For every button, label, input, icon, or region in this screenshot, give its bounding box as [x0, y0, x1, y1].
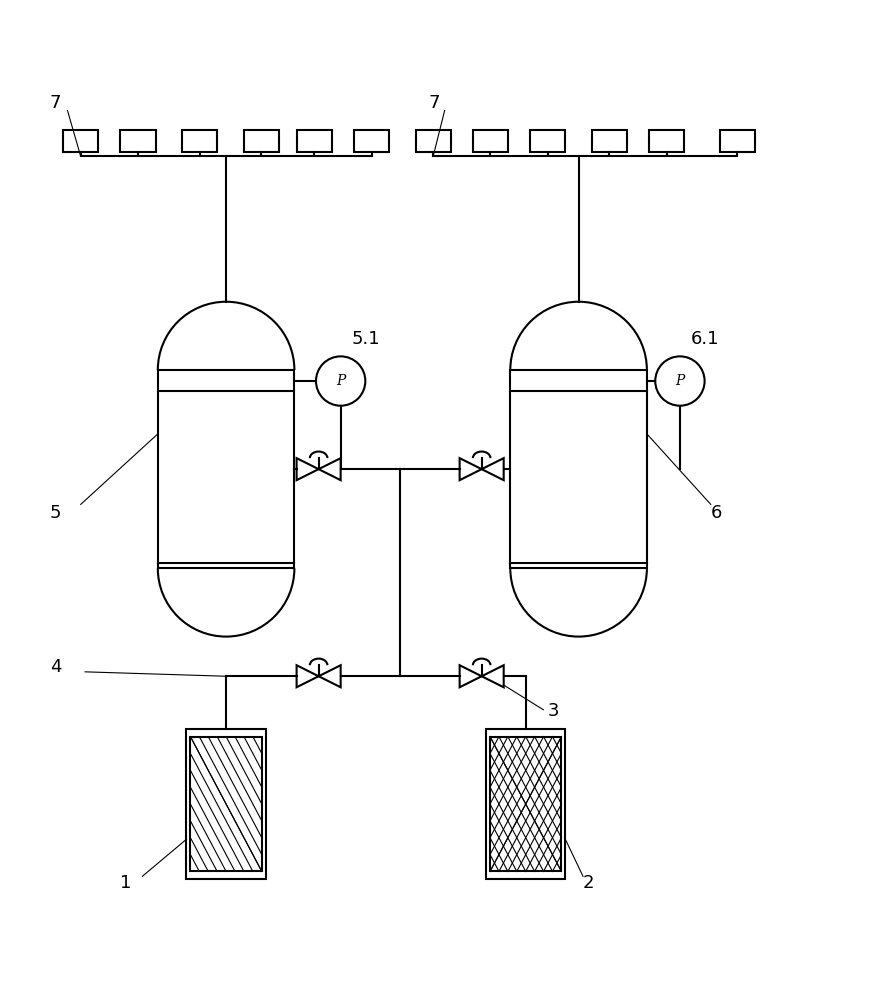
Bar: [354, 130, 389, 152]
Bar: [510, 370, 647, 568]
Text: 3: 3: [548, 702, 560, 720]
Text: P: P: [336, 374, 346, 388]
Bar: [297, 130, 332, 152]
Text: 1: 1: [120, 874, 132, 892]
Bar: [415, 130, 451, 152]
Text: 4: 4: [50, 658, 61, 676]
Text: P: P: [675, 374, 684, 388]
Bar: [591, 130, 627, 152]
Text: 7: 7: [50, 94, 61, 112]
Text: 2: 2: [583, 874, 595, 892]
Bar: [649, 130, 684, 152]
Text: 7: 7: [429, 94, 440, 112]
Bar: [158, 370, 294, 568]
Bar: [720, 130, 755, 152]
Text: 6: 6: [711, 504, 722, 522]
Text: 5.1: 5.1: [351, 330, 380, 348]
Bar: [120, 130, 156, 152]
Bar: [486, 729, 566, 879]
Bar: [190, 737, 262, 871]
Bar: [63, 130, 98, 152]
Bar: [187, 729, 266, 879]
Text: 5: 5: [50, 504, 61, 522]
Bar: [244, 130, 279, 152]
Bar: [490, 737, 561, 871]
Bar: [530, 130, 566, 152]
Bar: [182, 130, 217, 152]
Text: 6.1: 6.1: [690, 330, 719, 348]
Bar: [473, 130, 508, 152]
